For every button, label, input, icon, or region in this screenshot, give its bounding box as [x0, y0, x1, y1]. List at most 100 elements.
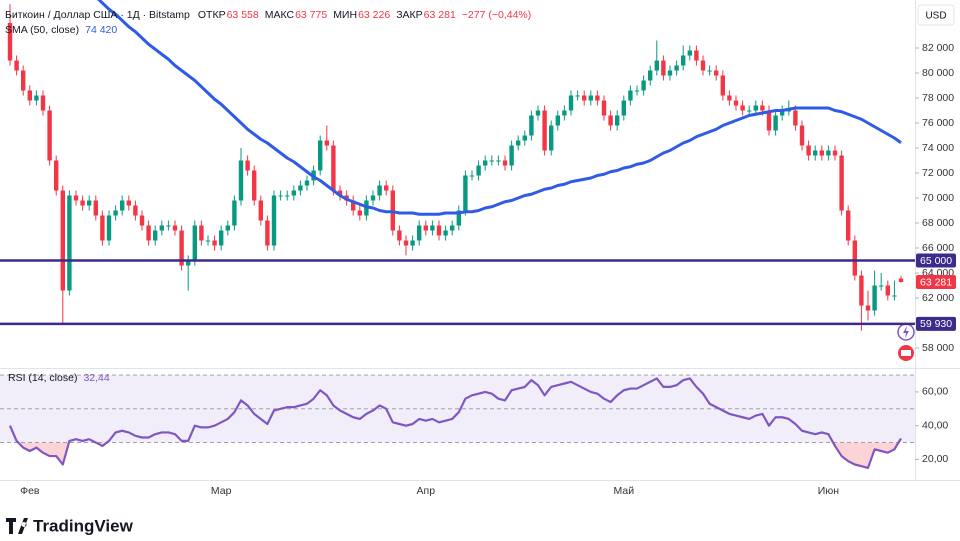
candle-body [93, 200, 98, 216]
overlay-name: SMA (50, close) [5, 24, 79, 36]
candle-body [73, 195, 79, 201]
candle-body [60, 190, 65, 291]
candle-body [271, 195, 277, 246]
candle-body [192, 225, 197, 261]
candle-body [377, 185, 382, 196]
currency-box[interactable] [917, 4, 955, 26]
candle-body [753, 105, 758, 111]
candle-body [852, 240, 857, 276]
candle-body [456, 210, 461, 226]
candle-body [153, 230, 158, 241]
brand-mark [6, 518, 28, 534]
candle-body [324, 140, 329, 146]
side-icons [897, 323, 915, 361]
candle-body [793, 110, 798, 126]
event-icon-flag [901, 350, 911, 356]
candle-body [654, 60, 659, 71]
candle-body [258, 200, 263, 221]
overlay-value: 74 420 [85, 24, 117, 36]
currency-button[interactable]: USD [917, 4, 955, 26]
candle-body [733, 100, 739, 106]
price-tag [916, 274, 956, 289]
candle-body [238, 160, 244, 201]
candle-body [641, 80, 646, 91]
candle-body [205, 240, 211, 242]
candle-body [27, 90, 32, 101]
rsi-y-tick-label: 40,00 [922, 419, 948, 431]
candle-body [443, 230, 448, 236]
candle-body [694, 50, 699, 61]
rsi-y-tick-label: 60,00 [922, 386, 948, 398]
legend-text: ЗАКР [396, 9, 422, 21]
candle-body [106, 215, 112, 241]
candle-body [615, 115, 620, 126]
candle-body [54, 160, 59, 191]
candle-body [529, 115, 534, 136]
candle-body [634, 90, 640, 92]
brand-name: TradingView [33, 516, 134, 535]
legend-text: 63 558 [227, 9, 259, 21]
candle-body [859, 275, 864, 306]
candle-body [674, 65, 679, 71]
candle-body [430, 225, 435, 231]
candle-body [549, 125, 554, 151]
sma-line [97, 0, 902, 216]
y-tick-label: 82 000 [922, 42, 954, 54]
candle-body [21, 70, 26, 91]
legend-text: 63 281 [424, 9, 456, 21]
candle-body [865, 305, 871, 311]
candle-body [291, 190, 296, 196]
candle-body [608, 115, 613, 126]
candle-body [14, 60, 19, 71]
candle-body [575, 95, 580, 97]
legend-text: −277 (−0,44%) [462, 9, 531, 21]
candle-body [773, 115, 778, 131]
candle-body [885, 285, 890, 296]
legend-text: 63 226 [358, 9, 390, 21]
y-tick-label: 72 000 [922, 167, 954, 179]
candle-body [766, 110, 772, 131]
candle-body [397, 230, 402, 241]
y-tick-label: 58 000 [922, 342, 954, 354]
level-tag-label: 65 000 [920, 255, 952, 267]
candle-body [47, 110, 52, 161]
level-tag [916, 316, 956, 331]
candle-body [496, 160, 501, 162]
candle-body [839, 155, 844, 211]
candle-body [40, 95, 46, 111]
candle-body [714, 70, 719, 76]
candle-body [780, 110, 785, 116]
legend-text: ОТКР [198, 9, 226, 21]
candle-body [113, 210, 118, 216]
candle-body [826, 150, 831, 156]
candle-body [509, 145, 514, 166]
candle-body [720, 75, 725, 96]
x-tick-label: Апр [417, 485, 436, 497]
candle-body [337, 190, 343, 196]
candle-body [245, 160, 250, 171]
y-tick-label: 74 000 [922, 142, 954, 154]
candle-body [469, 175, 475, 177]
x-tick-label: Фев [20, 485, 40, 497]
candle-body [846, 210, 851, 241]
legend-text: Биткоин / Доллар США · 1Д · Bitstamp [5, 9, 190, 21]
price-tag-label: 63 281 [920, 276, 952, 288]
candle-body [331, 145, 336, 191]
candle-body [384, 185, 389, 191]
y-tick-label: 66 000 [922, 242, 954, 254]
x-tick-label: Май [614, 485, 635, 497]
candle-body [34, 95, 39, 101]
candle-body [483, 160, 488, 166]
candle-body [516, 140, 521, 146]
y-tick-label: 78 000 [922, 92, 954, 104]
candle-body [403, 240, 409, 246]
rsi-value: 32,44 [83, 372, 109, 384]
currency-label[interactable]: USD [925, 11, 946, 22]
candle-body [872, 285, 877, 311]
candle-body [681, 55, 686, 66]
candle-body [760, 105, 765, 111]
